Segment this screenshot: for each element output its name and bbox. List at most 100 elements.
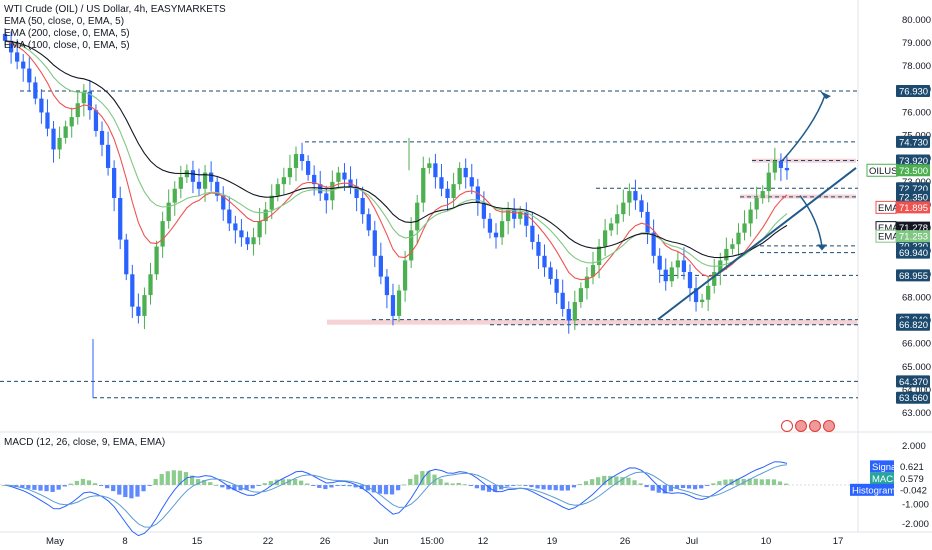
histogram-bar [147, 485, 152, 486]
candle-body [572, 302, 577, 321]
candle-body [645, 211, 650, 233]
histogram-bar [396, 485, 401, 491]
candle-body [263, 209, 268, 222]
event-icon [795, 420, 807, 432]
candle-body [427, 163, 432, 168]
histogram-bar [674, 485, 680, 489]
histogram-bar [323, 485, 328, 490]
candle-body [87, 91, 93, 111]
macd-line [4, 461, 788, 537]
candle-body [499, 221, 505, 238]
histogram-bar [589, 479, 595, 485]
candle-body [166, 202, 171, 222]
candle-body [142, 295, 147, 316]
candle-body [596, 246, 602, 266]
candle-body [33, 82, 38, 99]
histogram-bar [747, 478, 752, 485]
event-icon [809, 420, 821, 432]
candle-body [239, 230, 244, 238]
level-tag [896, 246, 930, 259]
candle-body [348, 179, 353, 187]
candle-body [590, 265, 596, 277]
histogram-bar [462, 484, 467, 486]
ema-green-line [4, 40, 788, 267]
histogram-bar [256, 485, 261, 486]
candle-body [493, 232, 499, 238]
candle-body [305, 161, 311, 175]
candle-body [154, 246, 159, 275]
macd-tag-name-box [870, 472, 894, 485]
histogram-bar [50, 485, 55, 492]
histogram-bar [56, 485, 61, 490]
candle-body [566, 308, 571, 321]
time-tick-label: May [46, 536, 64, 547]
candle-body [39, 98, 44, 113]
candle-body [578, 288, 583, 303]
macd-tag-value: -0.042 [900, 485, 927, 496]
bearish-projection-arrow [799, 195, 823, 247]
candle-body [99, 130, 105, 145]
candle-body [699, 299, 705, 303]
histogram-bar [668, 485, 674, 492]
candle-body [402, 260, 408, 291]
time-tick-label: 8 [122, 536, 127, 547]
histogram-bar [98, 485, 104, 486]
level-tag-label: 73.920 [899, 156, 928, 167]
candle-body [451, 184, 456, 199]
candle-body [112, 167, 117, 199]
candle-body [627, 191, 632, 203]
histogram-bar [189, 475, 195, 485]
histogram-bar [68, 483, 73, 485]
candle-body [481, 202, 487, 219]
candle-body [712, 271, 717, 286]
histogram-bar [286, 479, 292, 485]
candle-body [554, 278, 559, 293]
price-tag-name: EMA [878, 203, 899, 214]
histogram-bar [141, 485, 146, 492]
time-tick-label: 22 [263, 536, 274, 547]
level-tag [896, 190, 930, 203]
histogram-bar [541, 485, 546, 490]
candle-body [475, 186, 480, 203]
histogram-bar [450, 483, 455, 485]
histogram-bar [226, 485, 231, 490]
histogram-bar [686, 485, 692, 489]
histogram-bar [232, 485, 237, 491]
candle-body [75, 103, 80, 118]
candle-body [687, 271, 693, 289]
candle-body [409, 230, 414, 261]
candle-body [51, 128, 56, 150]
histogram-bar [299, 480, 304, 485]
histogram-bar [711, 483, 716, 485]
candle-body [160, 221, 165, 247]
histogram-bar [2, 485, 7, 486]
histogram-bar [208, 482, 213, 485]
price-tag-value-box [896, 164, 930, 177]
histogram-bar [596, 477, 601, 485]
time-tick-label: 17 [833, 536, 844, 547]
candle-body [530, 225, 535, 242]
histogram-bar [565, 485, 570, 491]
histogram-bar [662, 485, 667, 494]
price-tick-label: 68.000 [902, 292, 931, 303]
histogram-bar [20, 485, 25, 488]
candle-body [118, 198, 123, 240]
level-tag-label: 64.370 [899, 377, 928, 388]
macd-tick-label: -2.000 [902, 519, 929, 530]
histogram-bar [511, 485, 516, 486]
level-tag [896, 318, 930, 331]
support-zone [327, 319, 857, 325]
histogram-bar [80, 478, 86, 485]
candle-body [378, 255, 383, 277]
histogram-bar [559, 485, 564, 491]
histogram-bar [111, 485, 116, 492]
histogram-bar [105, 485, 110, 489]
price-tag-value-box [896, 201, 930, 214]
histogram-bar [729, 479, 734, 485]
candle-body [384, 276, 390, 296]
candle-body [415, 202, 420, 231]
candle-body [772, 161, 777, 173]
candle-body [609, 223, 614, 231]
candle-body [275, 184, 280, 196]
